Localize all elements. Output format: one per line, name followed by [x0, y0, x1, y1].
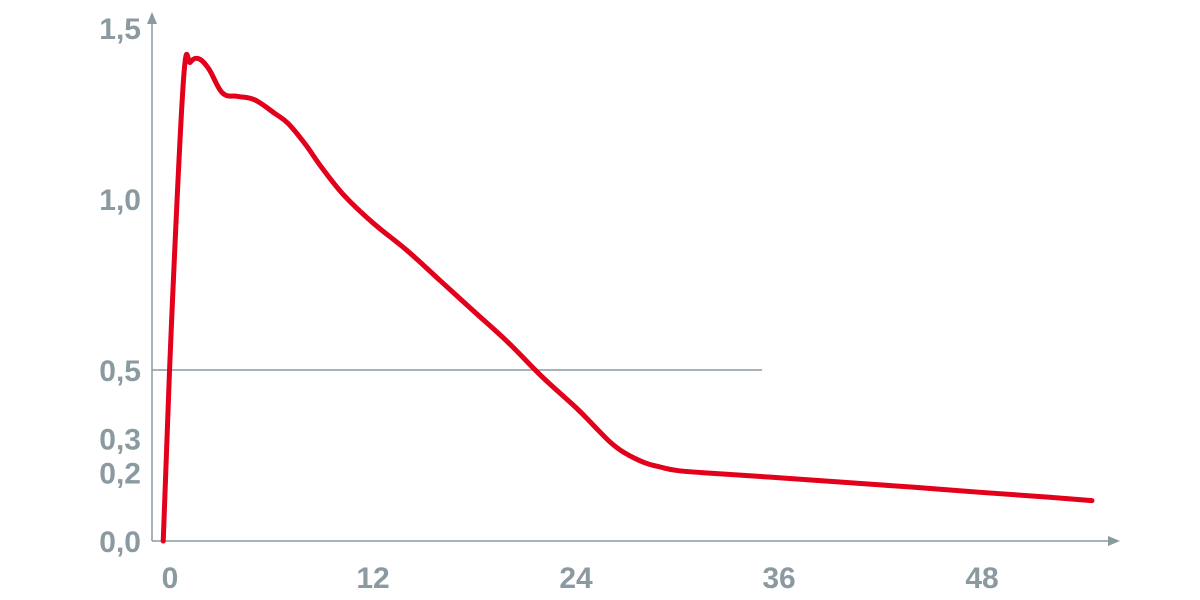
x-tick-label: 48: [965, 562, 998, 595]
y-axis-arrow: [147, 12, 157, 24]
x-tick-labels: 0 12 24 36 48: [162, 562, 999, 595]
y-tick-label: 0,5: [99, 355, 141, 388]
x-tick-label: 12: [356, 562, 389, 595]
y-tick-labels: 0,0 0,20,3 0,5 1,0 1,5: [99, 13, 141, 559]
y-tick-label: 0,2: [99, 458, 141, 491]
y-tick-label: 1,5: [99, 13, 141, 46]
x-tick-label: 36: [762, 562, 795, 595]
y-tick-label: 0,0: [99, 526, 141, 559]
series-line: [160, 51, 1095, 544]
y-tick-label: 0,3: [99, 423, 141, 456]
y-tick-label: 1,0: [99, 184, 141, 217]
x-tick-label: 0: [162, 562, 179, 595]
x-axis-arrow: [1108, 536, 1120, 546]
x-tick-label: 24: [559, 562, 593, 595]
